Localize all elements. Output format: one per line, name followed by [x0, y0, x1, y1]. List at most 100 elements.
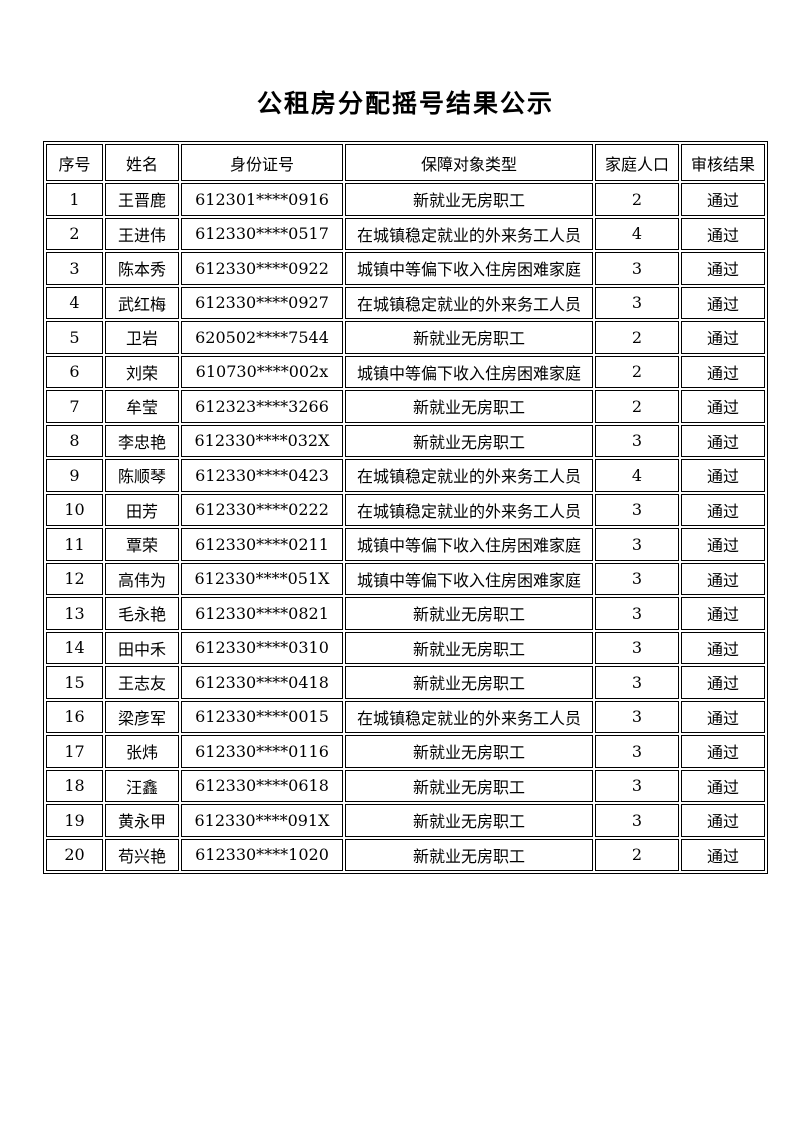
cell-id-number: 620502****7544 — [181, 321, 343, 354]
cell-family-size: 3 — [595, 424, 679, 457]
cell-family-size: 3 — [595, 528, 679, 561]
cell-beneficiary-type: 新就业无房职工 — [345, 597, 593, 630]
cell-serial-number: 1 — [46, 183, 103, 216]
cell-review-result: 通过 — [681, 390, 765, 423]
cell-name: 武红梅 — [105, 286, 179, 319]
cell-name: 刘荣 — [105, 355, 179, 388]
cell-beneficiary-type: 新就业无房职工 — [345, 424, 593, 457]
cell-id-number: 612330****051X — [181, 562, 343, 595]
cell-serial-number: 9 — [46, 459, 103, 492]
cell-review-result: 通过 — [681, 183, 765, 216]
cell-name: 梁彦军 — [105, 700, 179, 733]
table-row: 3 陈本秀 612330****0922 城镇中等偏下收入住房困难家庭 3 通过 — [46, 252, 765, 285]
cell-name: 陈本秀 — [105, 252, 179, 285]
cell-id-number: 612330****0211 — [181, 528, 343, 561]
cell-serial-number: 16 — [46, 700, 103, 733]
cell-review-result: 通过 — [681, 735, 765, 768]
cell-beneficiary-type: 城镇中等偏下收入住房困难家庭 — [345, 355, 593, 388]
table-row: 6 刘荣 610730****002x 城镇中等偏下收入住房困难家庭 2 通过 — [46, 355, 765, 388]
column-header-beneficiary-type: 保障对象类型 — [345, 144, 593, 181]
cell-name: 汪鑫 — [105, 769, 179, 802]
cell-beneficiary-type: 在城镇稳定就业的外来务工人员 — [345, 493, 593, 526]
cell-beneficiary-type: 新就业无房职工 — [345, 769, 593, 802]
cell-beneficiary-type: 在城镇稳定就业的外来务工人员 — [345, 459, 593, 492]
cell-id-number: 612330****032X — [181, 424, 343, 457]
lottery-results-table: 序号 姓名 身份证号 保障对象类型 家庭人口 审核结果 1 王晋鹿 612301**… — [43, 141, 768, 874]
cell-serial-number: 8 — [46, 424, 103, 457]
table-body: 1 王晋鹿 612301****0916 新就业无房职工 2 通过 2 王进伟 612330**… — [46, 183, 765, 871]
cell-id-number: 612323****3266 — [181, 390, 343, 423]
cell-family-size: 3 — [595, 804, 679, 837]
cell-name: 覃荣 — [105, 528, 179, 561]
cell-beneficiary-type: 在城镇稳定就业的外来务工人员 — [345, 286, 593, 319]
cell-serial-number: 20 — [46, 838, 103, 871]
cell-review-result: 通过 — [681, 597, 765, 630]
cell-id-number: 612330****0310 — [181, 631, 343, 664]
cell-family-size: 2 — [595, 183, 679, 216]
cell-family-size: 2 — [595, 321, 679, 354]
cell-id-number: 612330****0222 — [181, 493, 343, 526]
cell-name: 黄永甲 — [105, 804, 179, 837]
cell-beneficiary-type: 新就业无房职工 — [345, 838, 593, 871]
cell-id-number: 612330****0116 — [181, 735, 343, 768]
cell-beneficiary-type: 城镇中等偏下收入住房困难家庭 — [345, 528, 593, 561]
cell-family-size: 3 — [595, 286, 679, 319]
cell-serial-number: 17 — [46, 735, 103, 768]
cell-family-size: 4 — [595, 459, 679, 492]
table-row: 4 武红梅 612330****0927 在城镇稳定就业的外来务工人员 3 通过 — [46, 286, 765, 319]
cell-family-size: 3 — [595, 769, 679, 802]
cell-serial-number: 15 — [46, 666, 103, 699]
cell-beneficiary-type: 新就业无房职工 — [345, 321, 593, 354]
cell-review-result: 通过 — [681, 838, 765, 871]
cell-review-result: 通过 — [681, 252, 765, 285]
cell-review-result: 通过 — [681, 424, 765, 457]
cell-name: 王晋鹿 — [105, 183, 179, 216]
cell-beneficiary-type: 城镇中等偏下收入住房困难家庭 — [345, 252, 593, 285]
cell-serial-number: 7 — [46, 390, 103, 423]
cell-id-number: 612330****0418 — [181, 666, 343, 699]
cell-beneficiary-type: 新就业无房职工 — [345, 735, 593, 768]
cell-family-size: 3 — [595, 735, 679, 768]
cell-family-size: 2 — [595, 390, 679, 423]
cell-serial-number: 12 — [46, 562, 103, 595]
table-row: 8 李忠艳 612330****032X 新就业无房职工 3 通过 — [46, 424, 765, 457]
cell-review-result: 通过 — [681, 528, 765, 561]
cell-id-number: 612330****1020 — [181, 838, 343, 871]
cell-id-number: 612330****0922 — [181, 252, 343, 285]
column-header-family-size: 家庭人口 — [595, 144, 679, 181]
table-row: 2 王进伟 612330****0517 在城镇稳定就业的外来务工人员 4 通过 — [46, 217, 765, 250]
cell-family-size: 3 — [595, 666, 679, 699]
cell-serial-number: 13 — [46, 597, 103, 630]
table-row: 14 田中禾 612330****0310 新就业无房职工 3 通过 — [46, 631, 765, 664]
cell-review-result: 通过 — [681, 769, 765, 802]
cell-id-number: 612330****0821 — [181, 597, 343, 630]
cell-serial-number: 3 — [46, 252, 103, 285]
cell-family-size: 2 — [595, 355, 679, 388]
cell-beneficiary-type: 新就业无房职工 — [345, 183, 593, 216]
cell-serial-number: 11 — [46, 528, 103, 561]
table-row: 15 王志友 612330****0418 新就业无房职工 3 通过 — [46, 666, 765, 699]
cell-beneficiary-type: 在城镇稳定就业的外来务工人员 — [345, 700, 593, 733]
cell-family-size: 3 — [595, 700, 679, 733]
column-header-name: 姓名 — [105, 144, 179, 181]
cell-beneficiary-type: 新就业无房职工 — [345, 390, 593, 423]
cell-review-result: 通过 — [681, 217, 765, 250]
cell-name: 陈顺琴 — [105, 459, 179, 492]
cell-review-result: 通过 — [681, 631, 765, 664]
table-row: 17 张炜 612330****0116 新就业无房职工 3 通过 — [46, 735, 765, 768]
table-row: 5 卫岩 620502****7544 新就业无房职工 2 通过 — [46, 321, 765, 354]
cell-review-result: 通过 — [681, 700, 765, 733]
cell-family-size: 3 — [595, 597, 679, 630]
table-row: 9 陈顺琴 612330****0423 在城镇稳定就业的外来务工人员 4 通过 — [46, 459, 765, 492]
cell-id-number: 612330****0517 — [181, 217, 343, 250]
cell-name: 田中禾 — [105, 631, 179, 664]
cell-review-result: 通过 — [681, 459, 765, 492]
cell-name: 毛永艳 — [105, 597, 179, 630]
cell-serial-number: 6 — [46, 355, 103, 388]
cell-name: 王志友 — [105, 666, 179, 699]
cell-id-number: 610730****002x — [181, 355, 343, 388]
cell-id-number: 612301****0916 — [181, 183, 343, 216]
cell-id-number: 612330****0927 — [181, 286, 343, 319]
cell-id-number: 612330****0618 — [181, 769, 343, 802]
cell-name: 卫岩 — [105, 321, 179, 354]
